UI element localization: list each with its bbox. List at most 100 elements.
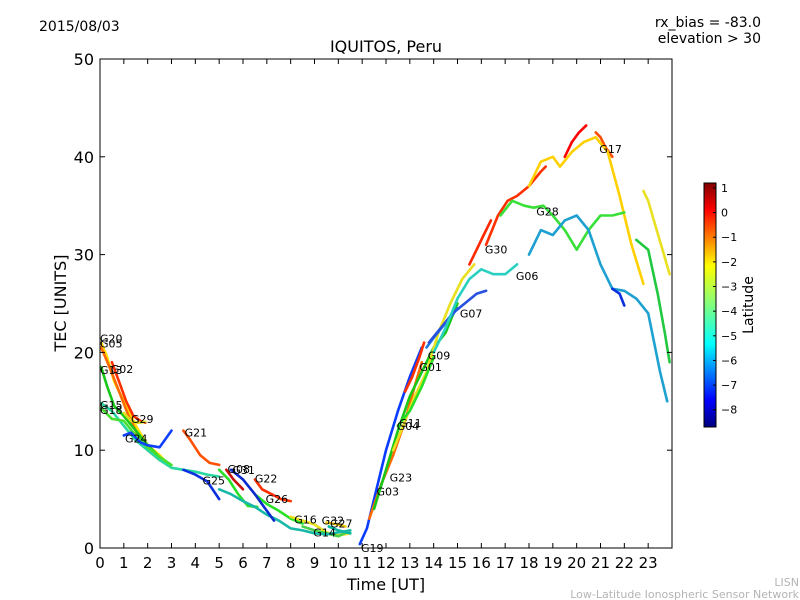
sat-label-g32: G32 bbox=[322, 515, 345, 528]
sat-label-g18: G18 bbox=[100, 404, 123, 417]
x-tick-label: 11 bbox=[353, 554, 372, 572]
sat-label-g11: G11 bbox=[399, 417, 422, 430]
y-tick-label: 50 bbox=[74, 50, 94, 69]
sat-label-g07: G07 bbox=[460, 307, 483, 320]
sat-label-g13: G13 bbox=[100, 364, 123, 377]
tec-traces bbox=[99, 124, 671, 546]
x-tick-label: 23 bbox=[639, 554, 658, 572]
trace-gc5 bbox=[635, 238, 671, 364]
trace-g29 bbox=[122, 411, 147, 425]
x-tick-label: 19 bbox=[543, 554, 562, 572]
sat-label-g24: G24 bbox=[125, 433, 148, 446]
sat-label-g14: G14 bbox=[313, 526, 336, 539]
y-tick-label: 20 bbox=[74, 343, 94, 362]
x-tick-label: 6 bbox=[238, 554, 248, 572]
x-tick-label: 2 bbox=[143, 554, 153, 572]
x-tick-label: 16 bbox=[472, 554, 491, 572]
sat-label-g23: G23 bbox=[390, 472, 413, 485]
colorbar-tick-label: −1 bbox=[721, 231, 737, 244]
sat-label-g02: G02 bbox=[111, 363, 134, 376]
y-axis-label: TEC [UNITS] bbox=[51, 255, 70, 353]
sat-label-g06: G06 bbox=[516, 270, 539, 283]
footer-network: Low-Latitude Ionospheric Sensor Network bbox=[570, 588, 799, 600]
sat-label-g30: G30 bbox=[485, 244, 508, 257]
colorbar-label: Latitude bbox=[741, 276, 757, 334]
x-tick-label: 0 bbox=[95, 554, 105, 572]
trace-gc2 bbox=[499, 199, 626, 251]
y-tick-label: 40 bbox=[74, 148, 94, 167]
trace-gc4 bbox=[642, 189, 671, 276]
sat-label-g15: G15 bbox=[100, 399, 123, 412]
sat-label-g27: G27 bbox=[330, 518, 353, 531]
sat-label-g31: G31 bbox=[232, 464, 255, 477]
colorbar-tick-label: −7 bbox=[721, 379, 737, 392]
sat-label-g04: G04 bbox=[397, 420, 420, 433]
trace-g28 bbox=[484, 165, 547, 247]
sat-label-g09: G09 bbox=[428, 349, 451, 362]
trace-g01 bbox=[403, 341, 426, 393]
trace-g04 bbox=[396, 356, 435, 428]
y-tick-label: 10 bbox=[74, 441, 94, 460]
trace-g26 bbox=[253, 492, 304, 525]
x-tick-label: 9 bbox=[310, 554, 320, 572]
x-tick-label: 18 bbox=[519, 554, 538, 572]
sat-label-g28: G28 bbox=[536, 206, 559, 219]
trace-gc8 bbox=[229, 468, 276, 522]
trace-gc3 bbox=[527, 214, 669, 403]
colorbar-tick-label: 0 bbox=[721, 207, 728, 220]
trace-g31 bbox=[225, 468, 245, 491]
x-tick-label: 22 bbox=[615, 554, 634, 572]
trace-gc7 bbox=[217, 488, 352, 536]
sat-label-g22: G22 bbox=[255, 473, 278, 486]
sat-label-g03: G03 bbox=[377, 485, 400, 498]
colorbar-tick-label: 1 bbox=[721, 182, 728, 195]
sat-label-g17: G17 bbox=[599, 143, 622, 156]
x-tick-label: 4 bbox=[191, 554, 201, 572]
sat-label-g29: G29 bbox=[131, 413, 154, 426]
x-tick-label: 13 bbox=[400, 554, 419, 572]
x-tick-label: 7 bbox=[262, 554, 272, 572]
x-axis-label: Time [UT] bbox=[346, 575, 425, 594]
colorbar-tick-label: −4 bbox=[721, 305, 737, 318]
trace-g25 bbox=[182, 468, 221, 501]
footer-lisn: LISN bbox=[774, 576, 799, 589]
y-tick-label: 0 bbox=[84, 539, 94, 558]
sat-label-g26: G26 bbox=[266, 493, 289, 506]
trace-g24 bbox=[122, 429, 173, 449]
colorbar-tick-label: −5 bbox=[721, 330, 737, 343]
x-tick-label: 1 bbox=[119, 554, 129, 572]
trace-g21 bbox=[182, 429, 221, 467]
trace-g18 bbox=[99, 406, 173, 467]
x-tick-label: 20 bbox=[567, 554, 586, 572]
trace-g03 bbox=[372, 302, 459, 511]
colorbar-tick-label: −6 bbox=[721, 354, 737, 367]
sat-label-g16: G16 bbox=[294, 514, 317, 527]
sat-label-g08: G08 bbox=[228, 463, 251, 476]
x-tick-label: 3 bbox=[167, 554, 177, 572]
colorbar-tick-label: −8 bbox=[721, 404, 737, 417]
chart-title: IQUITOS, Peru bbox=[330, 37, 442, 56]
sat-label-g01: G01 bbox=[419, 361, 442, 374]
colorbar bbox=[703, 182, 717, 428]
elevation-label: elevation > 30 bbox=[658, 31, 761, 47]
sat-label-g20: G20 bbox=[100, 333, 123, 346]
rx-bias-label: rx_bias = -83.0 bbox=[655, 15, 761, 31]
trace-g22 bbox=[253, 478, 292, 503]
sat-label-g21: G21 bbox=[185, 427, 208, 440]
trace-g07 bbox=[427, 289, 488, 344]
axis-ticks: 0 1 2 3 4 5 6 7 8 9 10 11 12 13 14 15 16 17 18 19 20 21 22 2301… bbox=[74, 50, 672, 572]
sat-label-g25: G25 bbox=[203, 475, 226, 488]
y-tick-label: 30 bbox=[74, 246, 94, 265]
colorbar-ticks: 1 0 −1 −2 −3 −4 −5 −6 −7 −8 bbox=[713, 182, 737, 417]
trace-g17 bbox=[563, 124, 588, 159]
x-tick-label: 17 bbox=[496, 554, 515, 572]
trace-g19 bbox=[358, 346, 424, 546]
sat-label-g05: G05 bbox=[100, 338, 123, 351]
trace-gc6 bbox=[611, 287, 626, 307]
trace-g30 bbox=[468, 219, 493, 266]
colorbar-tick-label: −3 bbox=[721, 281, 737, 294]
x-tick-label: 14 bbox=[424, 554, 443, 572]
colorbar-tick-label: −2 bbox=[721, 256, 737, 269]
